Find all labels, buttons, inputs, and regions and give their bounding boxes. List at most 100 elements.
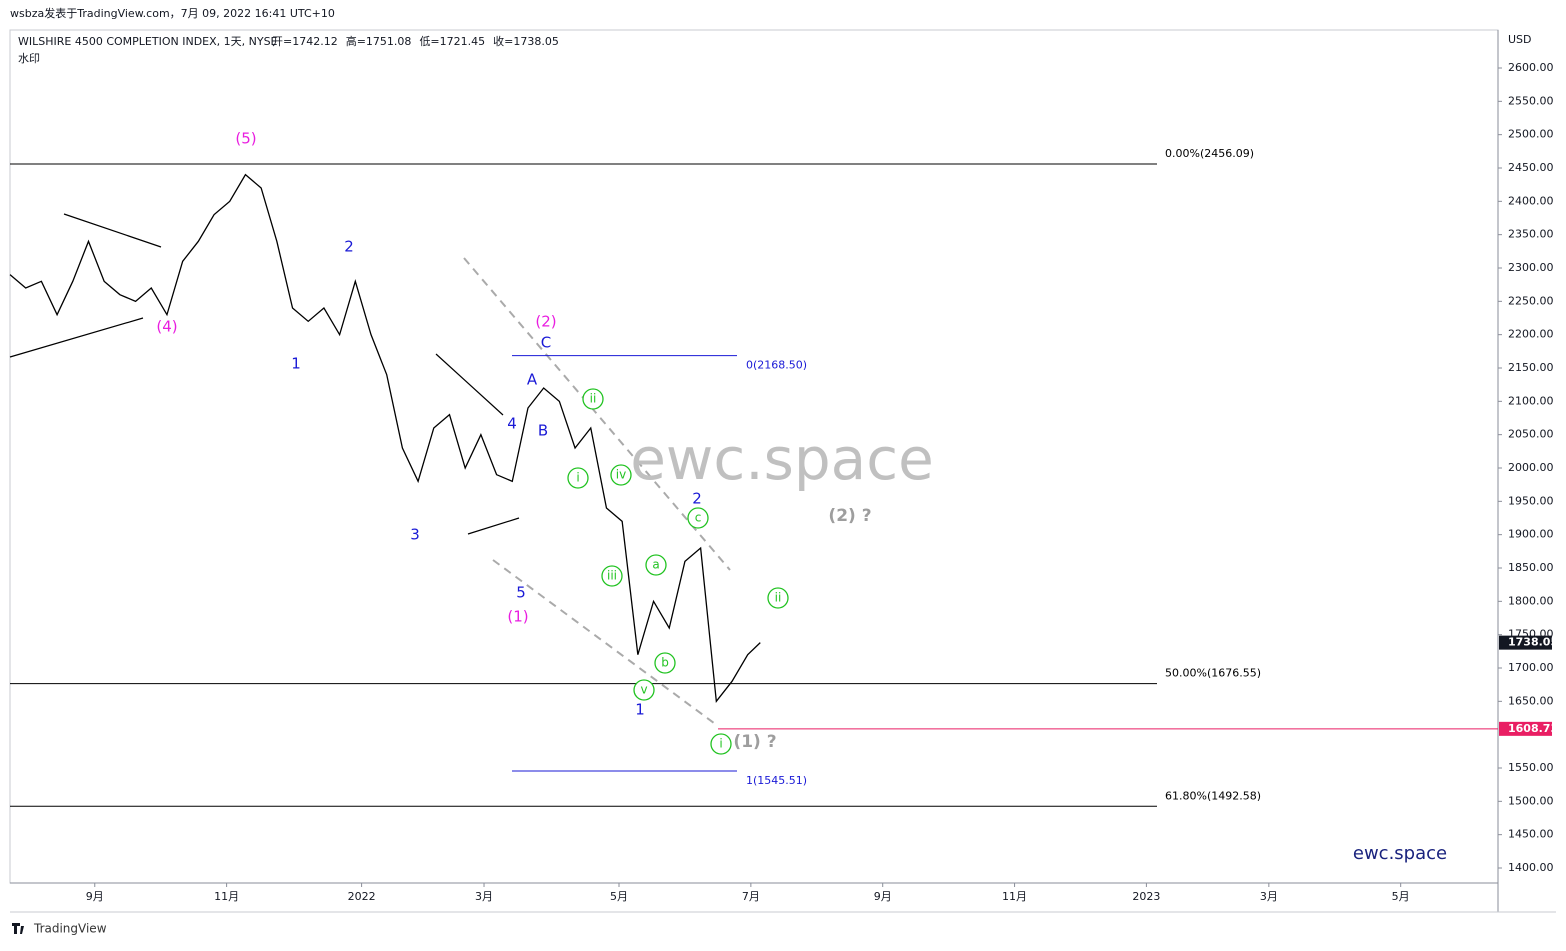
level-label: 0.00%(2456.09): [1165, 147, 1254, 160]
wave-label: C: [541, 334, 551, 352]
symbol: WILSHIRE 4500 COMPLETION INDEX, 1天, NYSE: [18, 35, 278, 48]
x-tick-label: 2023: [1132, 890, 1160, 903]
x-tick-label: 5月: [1392, 890, 1410, 903]
price-line: [9, 173, 761, 704]
wave-label: (2) ?: [828, 506, 871, 526]
y-tick-label: 1650.00: [1508, 694, 1554, 707]
wave-circle: [582, 388, 604, 410]
level-label: 50.00%(1676.55): [1165, 667, 1261, 680]
trend-line: [435, 353, 504, 416]
footer-brand: TradingView: [33, 922, 107, 936]
trend-lines: [9, 213, 731, 727]
wave-label: a: [652, 558, 659, 572]
wave-label: (1): [507, 608, 528, 626]
x-tick-label: 3月: [475, 890, 493, 903]
wave-label: (5): [235, 130, 256, 148]
price-marker: [1499, 635, 1552, 650]
wave-circle: [687, 507, 709, 529]
wave-circle: [710, 733, 732, 755]
wave-label: A: [527, 371, 538, 389]
y-tick-label: 1450.00: [1508, 828, 1554, 841]
level-label: 0(2168.50): [746, 359, 807, 372]
wave-label: (2): [535, 313, 556, 331]
wave-label: 2: [692, 490, 702, 508]
wave-label: iii: [607, 569, 617, 583]
trend-line: [9, 317, 144, 358]
wave-circle: [767, 587, 789, 609]
wave-label: 2: [344, 238, 354, 256]
ohlc-value: 高=1751.08: [346, 34, 412, 48]
price-marker: [1499, 721, 1552, 736]
tv-logo: [12, 923, 24, 934]
y-tick-label: 1850.00: [1508, 561, 1554, 574]
wave-label: (1) ?: [733, 732, 776, 752]
wave-label: 1: [291, 355, 301, 373]
wave-circle: [567, 467, 589, 489]
ohlc-value: 低=1721.45: [419, 35, 485, 48]
y-tick-label: 1500.00: [1508, 794, 1554, 807]
wave-label: 5: [516, 584, 526, 602]
author: wsbza发表于TradingView.com，7月 09, 2022 16:4…: [10, 6, 335, 20]
trend-line: [63, 213, 162, 248]
y-tick-label: 1900.00: [1508, 528, 1554, 541]
wave-label: 4: [507, 415, 517, 433]
wave-circle: [654, 652, 676, 674]
x-tick-label: 11月: [1002, 890, 1027, 903]
channel-line: [492, 559, 719, 727]
channel-line: [463, 257, 731, 571]
y-tick-label: 2600.00: [1508, 61, 1554, 74]
y-tick-label: 1550.00: [1508, 761, 1554, 774]
y-tick-label: 2550.00: [1508, 94, 1554, 107]
y-tick-label: 2450.00: [1508, 161, 1554, 174]
wave-label: 3: [410, 526, 420, 544]
x-tick-label: 5月: [610, 890, 628, 903]
wave-label: i: [719, 737, 722, 751]
wave-label: B: [538, 422, 548, 440]
y-tick-label: 2500.00: [1508, 128, 1554, 141]
wave-label: iv: [616, 468, 626, 482]
x-tick-label: 9月: [86, 890, 104, 903]
wave-circle: [601, 565, 623, 587]
price-marker-label: 1738.05: [1508, 636, 1558, 649]
y-tick-label: 2150.00: [1508, 361, 1554, 374]
x-tick-label: 7月: [742, 890, 760, 903]
y-tick-label: 2050.00: [1508, 428, 1554, 441]
x-tick-label: 11月: [214, 890, 239, 903]
watermark: ewc.space: [630, 425, 934, 493]
wave-label: (4): [156, 318, 177, 336]
trend-line: [467, 517, 520, 535]
currency: USD: [1508, 33, 1532, 46]
x-tick-label: 3月: [1260, 890, 1278, 903]
wave-label: c: [695, 511, 702, 525]
wave-circle: [610, 464, 632, 486]
level-label: 61.80%(1492.58): [1165, 789, 1261, 802]
wave-label: 1: [635, 701, 645, 719]
y-tick-label: 2350.00: [1508, 228, 1554, 241]
y-tick-label: 1950.00: [1508, 494, 1554, 507]
y-tick-label: 1700.00: [1508, 661, 1554, 674]
y-tick-label: 1400.00: [1508, 861, 1554, 874]
wave-label: v: [640, 683, 647, 697]
wave-label: b: [661, 656, 669, 670]
y-tick-label: 2400.00: [1508, 194, 1554, 207]
y-tick-label: 2300.00: [1508, 261, 1554, 274]
ohlc-value: 开=1742.12: [272, 35, 338, 48]
x-tick-label: 2022: [348, 890, 376, 903]
brand: ewc.space: [1353, 843, 1447, 864]
level-label: 1(1545.51): [746, 774, 807, 787]
wave-circle: [633, 679, 655, 701]
wave-label: ii: [775, 591, 782, 605]
y-tick-label: 2100.00: [1508, 394, 1554, 407]
wave-circle: [645, 554, 667, 576]
x-tick-label: 9月: [874, 890, 892, 903]
ohlc-value: 收=1738.05: [493, 34, 559, 48]
note: 水印: [18, 52, 40, 65]
y-tick-label: 1800.00: [1508, 594, 1554, 607]
y-tick-label: 2000.00: [1508, 461, 1554, 474]
wave-label: i: [576, 471, 579, 485]
y-tick-label: 2250.00: [1508, 294, 1554, 307]
wave-label: ii: [590, 392, 597, 406]
y-tick-label: 2200.00: [1508, 328, 1554, 341]
